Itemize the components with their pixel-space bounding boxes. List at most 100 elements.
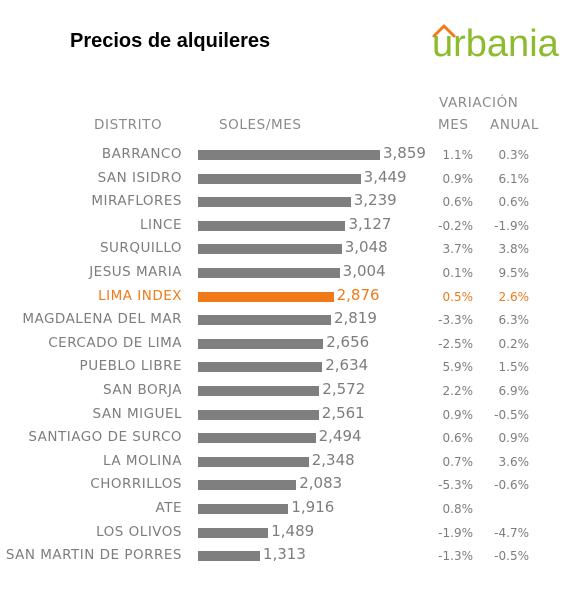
bar [198, 150, 380, 160]
monthly-variation: 0.7% [442, 454, 474, 469]
value-label: 3,127 [348, 214, 392, 233]
table-row: SAN MARTIN DE PORRES 1,313 -1.3% -0.5% [0, 545, 579, 568]
house-roof-icon [432, 24, 456, 38]
table-row: SAN ISIDRO 3,449 0.9% 6.1% [0, 168, 579, 191]
table-row: SANTIAGO DE SURCO 2,494 0.6% 0.9% [0, 427, 579, 450]
bar [198, 480, 297, 491]
bar [198, 362, 323, 373]
annual-variation: 0.3% [498, 148, 530, 162]
monthly-variation: 0.9% [442, 171, 474, 186]
table-row: BARRANCO 3,859 1.1% 0.3% [0, 144, 579, 167]
annual-variation: 3.6% [498, 454, 530, 469]
bar [198, 551, 260, 562]
value-label: 2,348 [311, 450, 355, 469]
value-label: 3,859 [383, 144, 426, 162]
value-label: 2,819 [333, 309, 377, 328]
monthly-variation: 0.8% [442, 502, 474, 516]
value-label: 2,656 [326, 332, 370, 351]
urbania-logo: urbania [432, 23, 560, 62]
district-label: MIRAFLORES [91, 193, 182, 210]
bar [198, 244, 342, 255]
bar [198, 386, 320, 396]
annual-variation: -0.5% [494, 407, 529, 422]
bar [198, 315, 331, 326]
monthly-variation: 0.6% [442, 195, 474, 210]
annual-variation: 3.8% [498, 242, 530, 257]
table-row: CHORRILLOS 2,083 -5.3% -0.6% [0, 474, 579, 497]
table-row: SAN BORJA 2,572 2.2% 6.9% [0, 380, 579, 403]
value-label: 2,083 [299, 474, 343, 493]
bar [198, 220, 346, 231]
monthly-variation: 0.1% [442, 266, 474, 280]
district-label: JESUS MARIA [89, 264, 182, 280]
bar [198, 433, 316, 444]
table-row: SAN MIGUEL 2,561 0.9% -0.5% [0, 404, 579, 427]
monthly-variation: -2.5% [438, 336, 473, 351]
district-label: CERCADO DE LIMA [48, 334, 182, 351]
district-label: SAN MIGUEL [92, 405, 182, 422]
value-label: 1,916 [291, 498, 335, 516]
value-label: 3,004 [342, 262, 386, 280]
monthly-variation: -1.9% [438, 525, 473, 540]
annual-variation: -4.7% [494, 525, 529, 540]
value-label: 2,572 [322, 380, 366, 398]
brand-text: urbania [432, 23, 560, 62]
district-label: SANTIAGO DE SURCO [28, 429, 182, 446]
annual-variation: -1.9% [494, 218, 529, 233]
monthly-variation: -3.3% [438, 313, 473, 328]
bar [198, 504, 289, 514]
monthly-variation: 5.9% [442, 360, 474, 375]
monthly-variation: 1.1% [442, 148, 474, 162]
header-value: SOLES/MES [219, 117, 302, 133]
district-label: CHORRILLOS [90, 476, 182, 493]
district-label: SAN BORJA [103, 382, 182, 398]
table-row: LA MOLINA 2,348 0.7% 3.6% [0, 451, 579, 474]
bar [198, 527, 269, 538]
chart-title: Precios de alquileres [70, 30, 271, 52]
district-label: SURQUILLO [99, 240, 182, 257]
annual-variation: 6.9% [498, 384, 530, 398]
value-label: 2,561 [321, 403, 365, 422]
annual-variation: 2.6% [498, 289, 530, 304]
bar [198, 338, 324, 349]
bar [198, 291, 334, 302]
monthly-variation: -0.2% [438, 218, 473, 233]
table-row: MAGDALENA DEL MAR 2,819 -3.3% 6.3% [0, 309, 579, 332]
annual-variation: 1.5% [498, 360, 530, 375]
table-row: LOS OLIVOS 1,489 -1.9% -4.7% [0, 522, 579, 545]
bar [198, 197, 351, 208]
table-row: LIMA INDEX 2,876 0.5% 2.6% [0, 286, 579, 309]
value-label: 1,313 [262, 545, 306, 564]
annual-variation: 9.5% [498, 266, 530, 280]
district-label: ATE [155, 500, 182, 516]
value-label: 2,494 [318, 427, 362, 446]
district-label: LOS OLIVOS [96, 523, 182, 540]
district-label: BARRANCO [101, 146, 182, 162]
value-label: 1,489 [271, 521, 315, 540]
value-label: 3,048 [344, 238, 388, 257]
value-label: 3,239 [353, 191, 397, 210]
table-row: SURQUILLO 3,048 3.7% 3.8% [0, 238, 579, 261]
annual-variation: 0.2% [498, 336, 530, 351]
table-row: MIRAFLORES 3,239 0.6% 0.6% [0, 191, 579, 214]
annual-variation: -0.6% [494, 478, 529, 493]
header-month: MES [438, 117, 469, 133]
district-label: SAN MARTIN DE PORRES [5, 547, 182, 564]
header-annual: ANUAL [490, 117, 539, 133]
annual-variation: 6.1% [498, 171, 530, 186]
header-district: DISTRITO [94, 117, 163, 133]
table-row: PUEBLO LIBRE 2,634 5.9% 1.5% [0, 356, 579, 379]
table-row: LINCE 3,127 -0.2% -1.9% [0, 215, 579, 238]
value-label: 3,449 [363, 167, 407, 186]
bar [198, 268, 340, 278]
monthly-variation: -5.3% [438, 478, 473, 493]
monthly-variation: 0.6% [442, 431, 474, 446]
table-row: ATE 1,916 0.8% [0, 498, 579, 521]
bar [198, 409, 319, 420]
header-variation: VARIACIÓN [439, 95, 519, 111]
bar [198, 456, 309, 467]
monthly-variation: 2.2% [442, 384, 474, 398]
value-label: 2,876 [336, 285, 380, 304]
annual-variation: 0.9% [498, 431, 530, 446]
table-row: JESUS MARIA 3,004 0.1% 9.5% [0, 262, 579, 285]
